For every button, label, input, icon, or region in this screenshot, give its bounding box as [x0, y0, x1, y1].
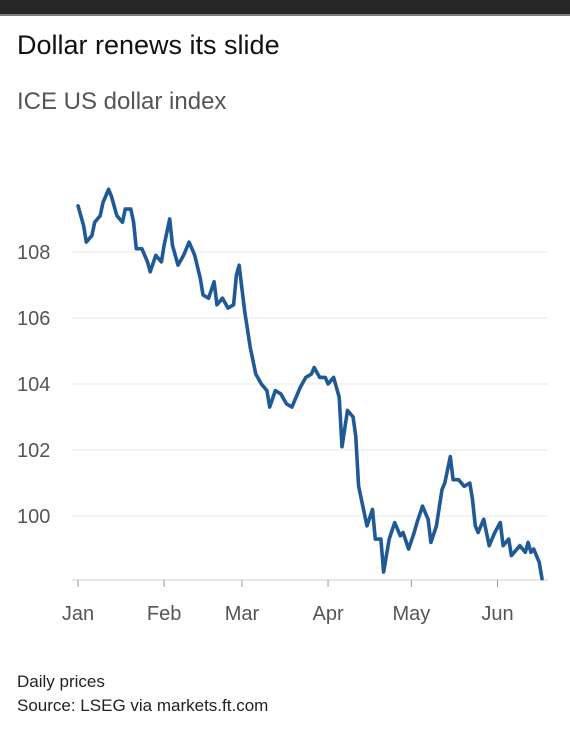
x-tick-label: May: [393, 603, 431, 625]
x-tick-label: Apr: [312, 603, 343, 625]
top-rule-line: [0, 14, 570, 16]
x-tick-label: Feb: [147, 603, 181, 625]
chart-subtitle: ICE US dollar index: [17, 88, 227, 115]
footnote: Daily prices: [17, 672, 105, 691]
line-chart: 100 102 104 106 108 Jan Feb Mar Apr May Jun: [17, 187, 548, 625]
y-tick-label: 104: [17, 374, 50, 396]
x-tick-label: Jun: [481, 603, 513, 625]
x-tick-label: Mar: [225, 603, 260, 625]
series-line-0: [76, 187, 544, 581]
source-note: Source: LSEG via markets.ft.com: [17, 696, 269, 715]
y-tick-label: 108: [17, 242, 50, 264]
top-rule: [0, 0, 570, 14]
y-tick-label: 100: [17, 506, 50, 528]
chart-title: Dollar renews its slide: [17, 30, 280, 60]
y-tick-label: 102: [17, 440, 50, 462]
y-tick-label: 106: [17, 308, 50, 330]
x-tick-label: Jan: [62, 603, 94, 625]
